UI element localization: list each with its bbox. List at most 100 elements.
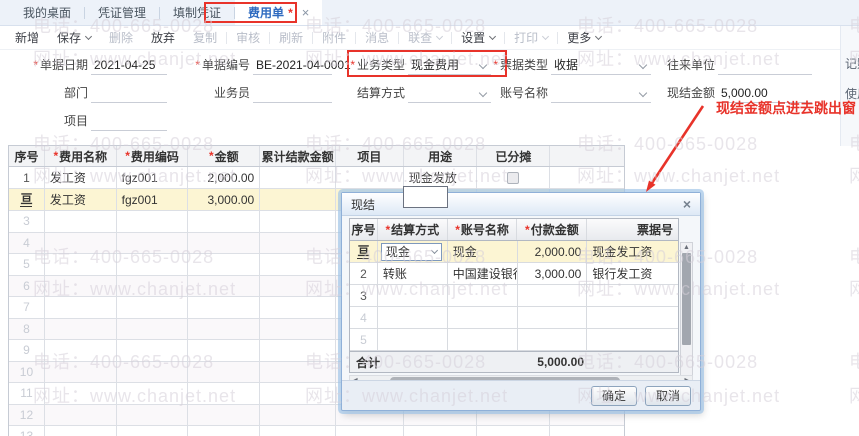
dialog-cell-empty: 5 [350, 329, 378, 350]
field-project[interactable] [91, 111, 167, 131]
cell-amount: 3,000.00 [188, 189, 261, 210]
cell-empty [117, 318, 189, 339]
field-settle_mode[interactable] [408, 83, 491, 103]
vertical-scroll-thumb[interactable] [682, 253, 691, 345]
field-value-biz_type: 现金费用 [411, 58, 460, 72]
bill-header-form: * 单据日期 2021-04-25 * 单据编号 BE-2021-04-0001 * 业务类型… [0, 50, 859, 145]
tab-item-2[interactable]: 凭证管理 [85, 0, 159, 25]
cell-project [336, 167, 404, 188]
field-partner[interactable] [718, 55, 812, 75]
dialog-table-row-empty[interactable]: 5 [350, 329, 678, 351]
toolbar-button-4[interactable]: 放弃 [142, 29, 184, 46]
field-account_name[interactable] [551, 83, 651, 103]
row-number: 9 [23, 343, 30, 358]
column-header-code: * 费用编码 [117, 146, 189, 166]
dialog-column-header-account: * 账号名称 [448, 219, 518, 240]
cell-cumulative [260, 189, 336, 210]
cell-empty [117, 340, 189, 361]
cancel-button[interactable]: 取消 [644, 385, 691, 406]
cell-empty: 4 [9, 232, 45, 253]
annotation-box-tab [204, 2, 297, 23]
field-biz_type[interactable]: 现金费用 [408, 55, 491, 75]
field-cash_amount[interactable]: 5,000.00 [718, 83, 812, 103]
cell-empty [117, 297, 189, 318]
tab-label: 我的桌面 [23, 6, 72, 20]
toolbar-separator [398, 31, 400, 44]
cell-empty [188, 404, 261, 425]
dialog-table-row[interactable]: 2 转账中国建设银行3,000.00 银行发工资 [350, 263, 678, 285]
toolbar-button-11[interactable]: 设置 [452, 29, 504, 46]
tab-close-icon[interactable]: × [301, 5, 310, 20]
required-star-icon: * [195, 58, 200, 72]
toolbar-button-label: 刷新 [279, 31, 304, 45]
tab-separator [84, 6, 86, 19]
settlement-select[interactable]: 现金 [380, 242, 442, 261]
cell-empty [188, 383, 261, 404]
field-bill_no[interactable]: BE-2021-04-0001 [253, 55, 351, 75]
watermark-site: 网址：www.chanjet.net [849, 382, 859, 408]
toolbar-button-9: 消息 [356, 29, 398, 46]
tab-separator [159, 6, 161, 19]
watermark-phone: 电话：400-665-0028 [849, 348, 859, 374]
cell-empty [117, 361, 189, 382]
tab-item-1[interactable]: 我的桌面 [10, 0, 84, 25]
right-edge-label-1: 记账 [845, 57, 859, 71]
dialog-body: 序号 * 结算方式 * 账号名称 * 付款金额 票据号亘现金 现金 2,000.00 现金发工资 2 转… [342, 216, 700, 394]
settlement-total-row: 合计 5,000.00 [349, 352, 679, 373]
cell-code: fgz001 [117, 189, 189, 210]
cell-no: 1 [9, 167, 45, 188]
toolbar-button-label: 更多 [567, 31, 592, 45]
dialog-cell-empty [587, 329, 678, 350]
tab-item-4[interactable]: 费用单 * × [235, 0, 323, 25]
field-salesman[interactable] [253, 83, 332, 103]
row-number: 5 [360, 332, 367, 347]
dialog-close-icon[interactable]: × [682, 196, 691, 212]
cell-empty: 9 [9, 340, 45, 361]
dialog-table-row[interactable]: 3 [350, 285, 678, 307]
dialog-cell-account: 中国建设银行 [448, 263, 518, 284]
required-star-icon: * [125, 149, 130, 163]
dialog-table-row-empty[interactable]: 4 [350, 307, 678, 329]
vertical-scrollbar[interactable]: ▲ ▼ [680, 242, 693, 394]
watermark-site: 网址：www.chanjet.net [849, 275, 859, 301]
field-ticket_type[interactable]: 收据 [551, 55, 651, 75]
column-header-project: 项目 [336, 146, 404, 166]
toolbar-button-label: 审核 [236, 31, 261, 45]
cell-allocated [477, 167, 551, 188]
cell-empty [260, 404, 336, 425]
tab-item-3[interactable]: 填制凭证 [160, 0, 234, 25]
ok-button[interactable]: 确定 [590, 385, 637, 406]
row-number: 1 [23, 170, 30, 185]
dialog-cell-empty [448, 329, 518, 350]
current-row-icon: 亘 [20, 191, 33, 207]
toolbar-button-13[interactable]: 更多 [558, 29, 610, 46]
required-star-icon: * [33, 58, 38, 72]
table-row-empty[interactable]: 13 [9, 426, 624, 436]
required-star-icon: * [385, 222, 391, 237]
field-bill_date[interactable]: 2021-04-25 [91, 55, 167, 75]
toolbar-button-2[interactable]: 保存 [48, 29, 100, 46]
scroll-up-icon[interactable]: ▲ [683, 244, 690, 251]
toolbar-button-1[interactable]: 新增 [6, 29, 48, 46]
field-value-cash_amount: 5,000.00 [721, 86, 768, 100]
allocated-checkbox[interactable] [507, 171, 520, 184]
cell-empty [260, 232, 336, 253]
toolbar-button-label: 保存 [57, 31, 82, 45]
field-department[interactable] [91, 83, 167, 103]
cell-empty [45, 318, 117, 339]
cell-empty [188, 232, 261, 253]
toolbar-separator [504, 31, 506, 44]
cell-empty [260, 297, 336, 318]
dialog-table-row[interactable]: 亘现金 现金 2,000.00 现金发工资 [350, 241, 678, 263]
cell-empty: 11 [9, 383, 45, 404]
chevron-down-icon [436, 32, 444, 40]
cell-empty [45, 383, 117, 404]
table-row[interactable]: 1 发工资 fgz001 2,000.00 现金发放 [9, 167, 624, 189]
current-row-icon: 亘 [357, 243, 370, 259]
cell-empty [260, 361, 336, 382]
toolbar-separator [557, 31, 559, 44]
required-star-icon: * [493, 58, 498, 72]
field-label-biz_type: * 业务类型 [350, 58, 405, 72]
usage-cell-editor[interactable] [403, 186, 448, 208]
